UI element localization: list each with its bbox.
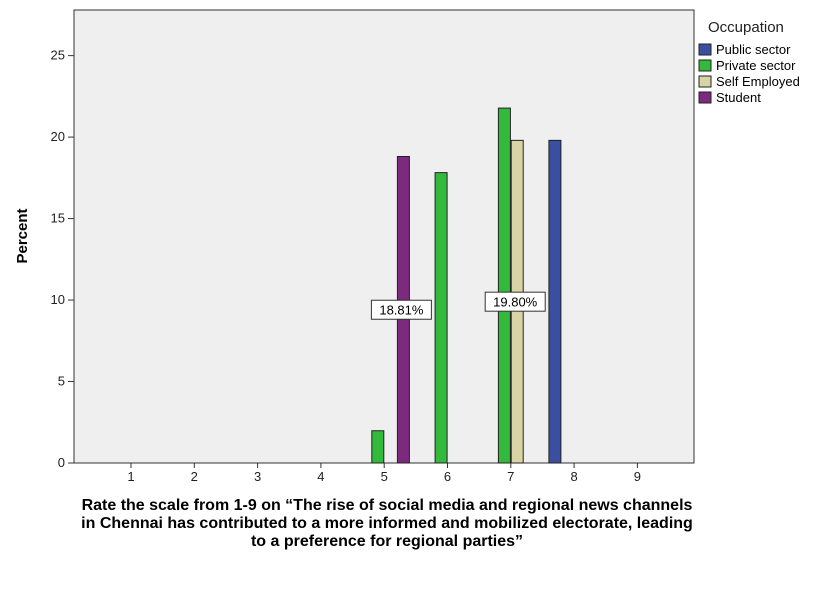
- bar-public-sector: [548, 139, 562, 464]
- data-label: 18.81%: [370, 299, 432, 320]
- legend-label: Private sector: [716, 58, 796, 73]
- y-tick-label: 25: [51, 48, 65, 63]
- y-axis-title: Percent: [14, 208, 31, 263]
- data-label-box: [484, 291, 546, 312]
- y-tick-label: 15: [51, 211, 65, 226]
- x-tick-label: 7: [507, 469, 514, 484]
- data-label-text: 18.81%: [379, 303, 424, 318]
- x-tick-label: 8: [570, 469, 577, 484]
- legend-title: Occupation: [708, 19, 784, 36]
- legend-swatch: [698, 91, 712, 104]
- y-axis: 0 5 10 15 20 25: [51, 48, 74, 470]
- x-tick-label: 9: [634, 469, 641, 484]
- data-label: 19.80%: [484, 291, 546, 312]
- x-tick-label: 1: [127, 469, 134, 484]
- x-axis: 1 2 3 4 5 6 7 8 9: [127, 463, 641, 484]
- bar-private-sector: [371, 430, 385, 464]
- data-labels-group: 18.81% 19.80%: [370, 291, 546, 320]
- legend-label: Student: [716, 90, 761, 105]
- data-label-text: 19.80%: [493, 295, 538, 310]
- bar-private-sector: [497, 107, 511, 464]
- x-tick-label: 5: [381, 469, 388, 484]
- legend-label: Self Employed: [716, 74, 800, 89]
- x-axis-title: Rate the scale from 1-9 on “The rise of …: [81, 497, 693, 550]
- x-tick-label: 3: [254, 469, 261, 484]
- y-tick-label: 20: [51, 129, 65, 144]
- x-tick-label: 2: [191, 469, 198, 484]
- x-tick-label: 4: [317, 469, 324, 484]
- x-tick-label: 6: [444, 469, 451, 484]
- plot-area: [73, 9, 695, 464]
- y-tick-label: 10: [51, 292, 65, 307]
- legend-swatch: [698, 59, 712, 72]
- legend-label: Public sector: [716, 42, 791, 57]
- legend-swatch: [698, 75, 712, 88]
- y-tick-label: 5: [58, 374, 65, 389]
- data-label-box: [370, 299, 432, 320]
- legend-swatch: [698, 43, 712, 56]
- y-tick-label: 0: [58, 455, 65, 470]
- bar-private-sector: [434, 172, 448, 464]
